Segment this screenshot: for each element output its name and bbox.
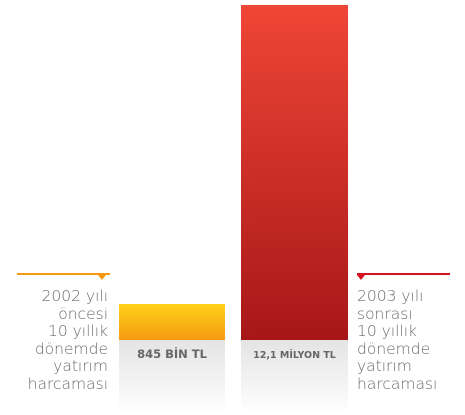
right-annotation-rule xyxy=(357,273,450,275)
right-annotation-marker xyxy=(357,275,365,280)
bar-2003-after xyxy=(241,5,348,340)
left-annotation-marker xyxy=(98,275,106,280)
bar-2002-before xyxy=(119,304,225,340)
right-annotation-text: 2003 yılı sonrası 10 yıllık dönemde yatı… xyxy=(357,287,438,393)
value-label-2: 12,1 MİLYON TL xyxy=(253,350,336,361)
value-label-band-2 xyxy=(241,340,348,415)
left-annotation-rule xyxy=(17,273,110,275)
left-annotation-text: 2002 yılı öncesi 10 yıllık dönemde yatır… xyxy=(27,287,108,393)
value-label-1: 845 BİN TL xyxy=(137,346,208,361)
value-label-band-1 xyxy=(119,340,225,415)
